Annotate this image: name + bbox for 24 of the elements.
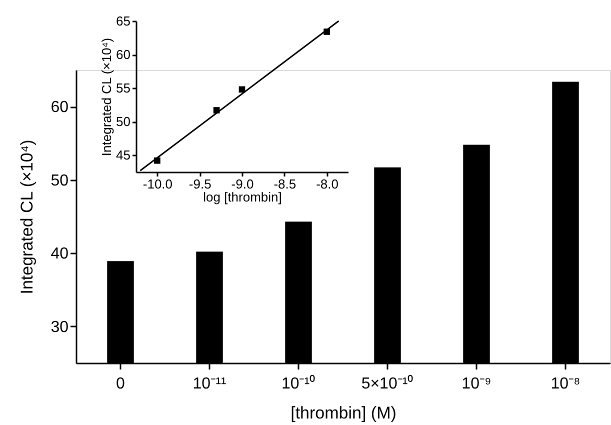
y-axis-title: Integrated CL (×10⁴) (99, 38, 114, 156)
x-tick-label: -9.0 (231, 176, 254, 192)
y-tick-label: 40 (50, 246, 69, 263)
y-tick-label: 50 (50, 172, 69, 190)
y-tick-label: 55 (116, 80, 130, 96)
x-tick-label: -10.0 (142, 176, 173, 192)
x-tick-label: 0 (116, 376, 126, 392)
y-tick-label: 60 (116, 47, 130, 62)
x-tick-label: -8.5 (274, 176, 296, 192)
y-tick-label: 30 (50, 318, 69, 336)
x-tick-label: -9.5 (188, 176, 212, 192)
y-axis-title: Integrated CL (×10⁴) (18, 140, 37, 294)
y-tick-label: 65 (116, 14, 130, 28)
y-tick-label: 45 (116, 148, 130, 163)
y-tick-label: 60 (50, 99, 69, 116)
x-tick-label: 10⁻¹¹ (192, 376, 226, 392)
x-axis-title: [thrombin] (M) (290, 404, 396, 422)
x-tick-label: 10⁻⁹ (462, 376, 492, 392)
y-tick-label: 50 (116, 114, 130, 130)
x-tick-label: 10⁻⁸ (550, 376, 580, 392)
x-axis-title: log [thrombin] (203, 190, 282, 204)
x-tick-label: 5×10⁻¹⁰ (361, 374, 414, 392)
x-tick-label: 10⁻¹⁰ (281, 374, 316, 392)
x-tick-label: -8.0 (316, 176, 339, 192)
